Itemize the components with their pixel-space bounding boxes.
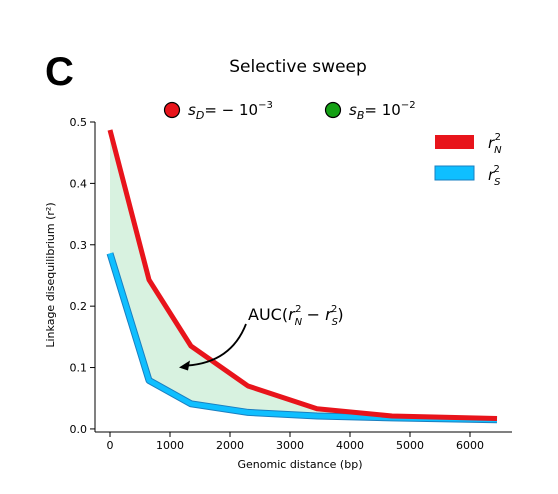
x-axis: 0 1000 2000 3000 4000 5000 6000 [95, 431, 512, 452]
legend-swatch-r-s [434, 165, 475, 181]
marker-legend-dot-sd [163, 101, 181, 119]
x-axis-label: Genomic distance (bp) [238, 458, 363, 471]
chart-title: Selective sweep [229, 57, 367, 77]
y-tick-label: 0.4 [70, 177, 88, 190]
x-tick-label: 3000 [276, 439, 304, 452]
annotation-arrow [186, 323, 247, 367]
series-legend: rN2 rS2 [434, 132, 502, 188]
x-tick-label: 2000 [216, 439, 244, 452]
y-tick-label: 0.1 [70, 362, 88, 375]
marker-legend-label-sd: sD= − 10−3 [188, 100, 273, 122]
legend-label-r-s: rS2 [488, 164, 501, 188]
y-axis-label: Linkage disequilibrium (r²) [44, 202, 57, 347]
x-tick-label: 5000 [396, 439, 424, 452]
y-tick-label: 0.5 [70, 116, 88, 129]
legend-label-r-n: rN2 [488, 132, 502, 156]
legend-swatch-r-n [435, 135, 474, 149]
x-tick-label: 0 [107, 439, 114, 452]
annotation-text: AUC(rN2 − rS2) [248, 304, 344, 328]
y-axis: 0.0 0.1 0.2 0.3 0.4 0.5 [70, 116, 96, 436]
panel-letter: C [45, 50, 74, 94]
x-tick-label: 6000 [456, 439, 484, 452]
y-tick-label: 0.3 [70, 239, 88, 252]
annotation-arrowhead [179, 360, 190, 371]
x-tick-label: 1000 [156, 439, 184, 452]
plot-area: 0 1000 2000 3000 4000 5000 6000 0.00.10.20.30.… [70, 116, 512, 452]
marker-legend-label-sb: sB= 10−2 [349, 100, 416, 122]
marker-legend-dot-sb [324, 101, 342, 119]
y-tick-label: 0.2 [70, 300, 88, 313]
x-tick-label: 4000 [336, 439, 364, 452]
series-line-r-n [107, 129, 498, 421]
marker-legend: sD= − 10−3 sB= 10−2 [163, 100, 416, 122]
y-tick-label: 0.0 [70, 423, 88, 436]
